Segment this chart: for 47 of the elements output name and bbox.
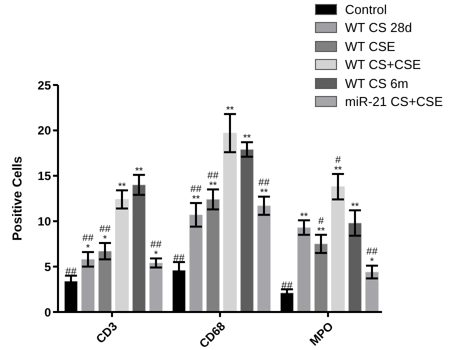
data-label: ## xyxy=(173,253,185,264)
data-label: ** xyxy=(300,211,308,222)
data-label: ## xyxy=(281,280,293,292)
data-label: ** xyxy=(135,166,143,177)
data-label: ** xyxy=(351,201,359,212)
data-label: ## ** xyxy=(190,184,202,206)
data-label: ## * xyxy=(82,233,94,254)
bar xyxy=(223,132,237,312)
bar xyxy=(189,214,203,312)
y-tick-label: 20 xyxy=(38,124,52,138)
legend-label: Control xyxy=(345,2,387,17)
bar xyxy=(98,250,112,312)
bar xyxy=(206,199,220,312)
data-label: # ** xyxy=(317,216,325,237)
bar xyxy=(115,199,129,312)
data-label: ** xyxy=(226,105,234,116)
data-label: # ** xyxy=(334,154,342,176)
data-label: ## * xyxy=(150,239,162,260)
bar xyxy=(297,227,311,312)
legend-label: WT CS 28d xyxy=(345,20,412,36)
bar xyxy=(81,259,95,312)
legend-label: WT CS 6m xyxy=(345,76,408,91)
y-tick-label: 0 xyxy=(44,305,52,320)
y-tick-label: 10 xyxy=(38,214,52,228)
data-label: ## ** xyxy=(258,178,270,199)
y-tick-label: 15 xyxy=(38,169,52,184)
bar xyxy=(331,186,345,312)
data-label: ** xyxy=(243,133,251,144)
y-tick-label: 5 xyxy=(44,260,52,274)
y-axis-title: Positive Cells xyxy=(10,156,25,241)
bar xyxy=(365,272,379,312)
x-tick-label: CD3 xyxy=(93,319,120,346)
data-label: ## * xyxy=(366,246,378,268)
bar xyxy=(314,244,328,312)
bar xyxy=(149,262,163,312)
legend-label: WT CSE xyxy=(345,38,396,54)
bar xyxy=(240,149,254,312)
data-label: ## xyxy=(65,266,77,278)
y-tick-label: 25 xyxy=(38,78,52,92)
legend-label: miR-21 CS+CSE xyxy=(345,94,443,110)
data-label: ** xyxy=(118,181,126,192)
bar xyxy=(132,184,146,312)
legend-label: WT CS+CSE xyxy=(345,57,421,72)
data-label: ## ** xyxy=(207,170,219,192)
bar xyxy=(348,222,362,312)
data-label: ## * xyxy=(99,224,111,245)
bar xyxy=(257,206,271,312)
